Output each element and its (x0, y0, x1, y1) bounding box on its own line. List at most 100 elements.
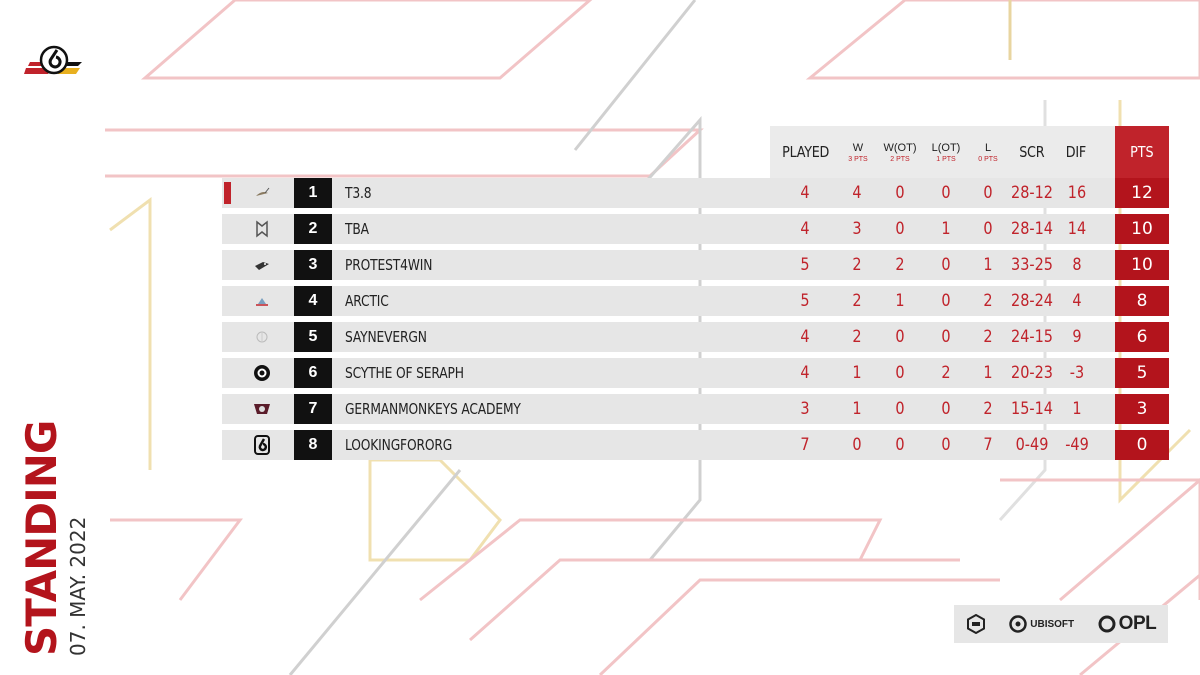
header-lot-label: L(OT) (931, 141, 961, 154)
ot-losses-value: 0 (941, 183, 951, 203)
ot-losses-value: 0 (941, 399, 951, 419)
wins-value: 1 (852, 363, 862, 383)
table-row-6: 6 SCYTHE OF SERAPH 4 1 0 2 1 20-23 -3 5 (222, 358, 1169, 388)
header-dif: DIF (1056, 126, 1096, 178)
score-value: 28-12 (1011, 183, 1053, 203)
played-value: 5 (800, 255, 810, 275)
ot-losses-value: 0 (941, 291, 951, 311)
header-played: PLAYED (770, 126, 842, 178)
header-scr-label: SCR (1019, 143, 1045, 161)
ot-wins-value: 0 (895, 435, 905, 455)
played-value: 4 (800, 219, 810, 239)
wings-icon (252, 219, 272, 239)
played-value: 4 (800, 327, 810, 347)
team-name: SAYNEVERGN (345, 328, 427, 346)
ot-wins-value: 0 (895, 219, 905, 239)
played-value: 4 (800, 183, 810, 203)
rank-badge: 4 (294, 286, 332, 316)
wins-value: 4 (852, 183, 862, 203)
header-dif-label: DIF (1065, 143, 1087, 161)
date-label: 07. MAY. 2022 (66, 516, 90, 656)
table-row-1: 1 T3.8 4 4 0 0 0 28-12 16 12 (222, 178, 1169, 208)
table-row-5: 5 SAYNEVERGN 4 2 0 0 2 24-15 9 6 (222, 322, 1169, 352)
score-value: 0-49 (1015, 435, 1049, 455)
leader-marker (224, 182, 231, 204)
table-row-2: 2 TBA 4 3 0 1 0 28-14 14 10 (222, 214, 1169, 244)
ot-wins-value: 0 (895, 399, 905, 419)
team-name: SCYTHE OF SERAPH (345, 364, 464, 382)
header-l-sub: 0 PTS (978, 155, 998, 163)
row-band (222, 430, 1115, 460)
played-value: 5 (800, 291, 810, 311)
rank-badge: 3 (294, 250, 332, 280)
opl-logo: OPL (1098, 613, 1157, 635)
losses-value: 1 (983, 363, 993, 383)
header-wot: W(OT) 2 PTS (880, 126, 920, 178)
header-w: W 3 PTS (842, 126, 874, 178)
score-value: 20-23 (1011, 363, 1053, 383)
team-name: T3.8 (345, 184, 372, 202)
rank-badge: 7 (294, 394, 332, 424)
played-value: 7 (800, 435, 810, 455)
ot-losses-value: 1 (941, 219, 951, 239)
snowflake-icon (252, 291, 272, 311)
points-value: 6 (1115, 322, 1169, 352)
hexagon-icon (966, 614, 985, 634)
rank-badge: 2 (294, 214, 332, 244)
header-l-label: L (984, 141, 992, 154)
wins-value: 2 (852, 327, 862, 347)
header-scr: SCR (1012, 126, 1052, 178)
table-row-4: 4 ARCTIC 5 2 1 0 2 28-24 4 8 (222, 286, 1169, 316)
row-band (222, 394, 1115, 424)
wins-value: 2 (852, 291, 862, 311)
score-value: 15-14 (1011, 399, 1053, 419)
header-played-label: PLAYED (782, 143, 830, 161)
points-value: 0 (1115, 430, 1169, 460)
points-value: 8 (1115, 286, 1169, 316)
rank-badge: 6 (294, 358, 332, 388)
losses-value: 0 (983, 219, 993, 239)
row-band (222, 250, 1115, 280)
points-value: 12 (1115, 178, 1169, 208)
row-band (222, 322, 1115, 352)
row-band (222, 214, 1115, 244)
row-band (222, 358, 1115, 388)
monkey-icon (252, 399, 272, 419)
wins-value: 0 (852, 435, 862, 455)
ubisoft-label: UBISOFT (1030, 618, 1075, 630)
points-value: 3 (1115, 394, 1169, 424)
ot-losses-value: 0 (941, 255, 951, 275)
ot-wins-value: 2 (895, 255, 905, 275)
ot-losses-value: 2 (941, 363, 951, 383)
ot-wins-value: 0 (895, 327, 905, 347)
header-pts: PTS (1115, 126, 1169, 178)
bird-icon (252, 255, 272, 275)
table-header: PLAYED W 3 PTS W(OT) 2 PTS L(OT) 1 PTS L… (0, 126, 1200, 178)
score-value: 33-25 (1011, 255, 1053, 275)
diff-value: 14 (1067, 219, 1087, 239)
row-band (222, 286, 1115, 316)
header-pts-label: PTS (1130, 143, 1154, 161)
ring-icon (252, 363, 272, 383)
score-value: 24-15 (1011, 327, 1053, 347)
wins-value: 2 (852, 255, 862, 275)
table-row-7: 7 GERMANMONKEYS ACADEMY 3 1 0 0 2 15-14 … (222, 394, 1169, 424)
ot-losses-value: 0 (941, 435, 951, 455)
rank-badge: 8 (294, 430, 332, 460)
ubisoft-swirl-icon (1009, 615, 1028, 633)
played-value: 3 (800, 399, 810, 419)
header-lot: L(OT) 1 PTS (926, 126, 966, 178)
rank-badge: 1 (294, 178, 332, 208)
header-w-sub: 3 PTS (848, 155, 868, 163)
ot-wins-value: 0 (895, 183, 905, 203)
diff-value: 1 (1072, 399, 1082, 419)
team-name: LOOKINGFORORG (345, 436, 453, 454)
row-band (222, 178, 1115, 208)
diff-value: 8 (1072, 255, 1082, 275)
points-value: 5 (1115, 358, 1169, 388)
page-title: STANDING (17, 420, 66, 656)
points-value: 10 (1115, 214, 1169, 244)
losses-value: 2 (983, 291, 993, 311)
six-icon (252, 435, 272, 455)
ubisoft-logo: UBISOFT (1009, 615, 1074, 633)
